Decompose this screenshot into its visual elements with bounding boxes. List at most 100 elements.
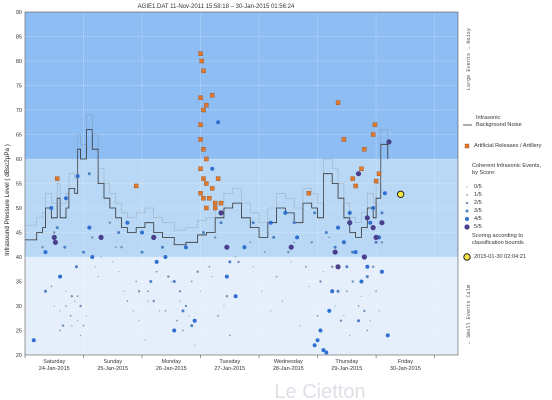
y-tick-label: 75 xyxy=(16,84,22,90)
y-tick-label: 65 xyxy=(16,133,22,139)
point-score xyxy=(70,295,74,298)
point-score xyxy=(170,280,172,283)
point-score xyxy=(339,319,343,322)
point-score xyxy=(152,299,155,303)
point-score xyxy=(58,274,63,279)
point-artillery xyxy=(198,95,203,100)
x-tick-label-day: Tuesday xyxy=(219,359,240,365)
point-score xyxy=(333,245,337,249)
point-score xyxy=(79,334,82,336)
point-score xyxy=(51,234,57,240)
y-tick-label: 35 xyxy=(16,280,22,286)
point-score xyxy=(334,305,336,307)
y-tick-label: 40 xyxy=(16,255,22,261)
point-score xyxy=(126,300,129,302)
point-score xyxy=(330,265,334,268)
point-score xyxy=(71,325,73,327)
point-artillery xyxy=(210,93,215,98)
point-score xyxy=(161,245,165,249)
point-artillery xyxy=(198,122,203,127)
point-score xyxy=(318,328,323,333)
point-artillery xyxy=(306,191,311,196)
x-tick-label-day: Thursday xyxy=(335,359,358,365)
point-score xyxy=(149,280,153,283)
point-artillery xyxy=(350,176,355,181)
point-score xyxy=(357,305,360,307)
point-score xyxy=(351,250,355,254)
point-score xyxy=(74,265,78,269)
point-score xyxy=(77,320,79,322)
x-tick-label-day: Monday xyxy=(161,359,181,365)
point-score xyxy=(264,251,266,254)
point-score xyxy=(365,275,369,279)
x-tick-label-day: Wednesday xyxy=(274,359,303,365)
point-score xyxy=(167,275,170,278)
point-score xyxy=(224,274,229,279)
plot-frame xyxy=(24,11,459,356)
point-score xyxy=(98,234,104,240)
point-score xyxy=(61,324,65,327)
legend-score-0-swatch xyxy=(466,186,468,188)
point-score xyxy=(275,275,278,278)
point-score xyxy=(75,174,80,179)
point-score xyxy=(218,210,224,216)
point-score xyxy=(123,290,126,292)
legend-noise-label: Infrasonic Background Noise xyxy=(476,115,522,128)
point-score xyxy=(74,300,76,302)
point-score xyxy=(371,265,375,268)
point-score xyxy=(210,166,215,171)
x-tick-label-date: 25-Jan-2015 xyxy=(97,366,128,372)
y-tick-label: 90 xyxy=(16,10,22,16)
series-line-background-noise xyxy=(25,129,389,246)
point-score xyxy=(283,210,288,215)
point-artillery xyxy=(335,100,341,105)
point-score xyxy=(201,231,205,234)
x-tick-label-date: 28-Jan-2015 xyxy=(273,366,304,372)
point-score xyxy=(59,310,61,312)
legend-highlight-swatch xyxy=(463,253,471,261)
point-score xyxy=(69,314,72,317)
point-score xyxy=(97,276,99,278)
point-score xyxy=(374,240,378,244)
chart-title: AGIE1.DAT 11-Nov-2011 15:58:18 – 30-Jan-… xyxy=(138,4,295,10)
point-score xyxy=(341,240,346,245)
point-score xyxy=(213,236,217,239)
point-score xyxy=(140,230,145,235)
highlight-marker xyxy=(396,190,405,198)
point-score xyxy=(100,256,102,258)
point-score xyxy=(65,290,67,292)
point-score xyxy=(117,231,121,234)
point-score xyxy=(351,280,354,283)
point-score xyxy=(366,329,369,332)
point-score xyxy=(172,280,176,283)
point-score xyxy=(192,318,197,323)
point-score xyxy=(327,308,332,313)
point-score xyxy=(146,290,149,293)
point-artillery xyxy=(204,102,209,108)
point-score xyxy=(272,235,276,239)
point-score xyxy=(194,344,196,346)
point-score xyxy=(144,339,146,341)
point-artillery xyxy=(198,166,203,172)
point-score xyxy=(50,285,53,288)
point-score xyxy=(90,255,95,259)
point-score xyxy=(223,305,225,307)
point-score xyxy=(299,325,301,327)
point-score xyxy=(176,319,179,322)
point-artillery xyxy=(370,132,376,137)
plot-area: 20 25 30 35 40 45 50 55 60 65 70 75 80 85 90 Saturday24… xyxy=(16,10,459,372)
point-score xyxy=(251,221,255,225)
point-score xyxy=(154,259,159,264)
point-score xyxy=(249,241,252,244)
point-score xyxy=(53,231,56,234)
point-score xyxy=(211,276,213,278)
point-score xyxy=(182,329,184,332)
legend-score-5-swatch xyxy=(464,224,470,230)
y-tick-label: 50 xyxy=(16,206,22,212)
point-score xyxy=(268,220,273,225)
point-score xyxy=(184,304,188,308)
point-score xyxy=(82,324,85,327)
legend-artillery-swatch xyxy=(464,143,470,149)
point-artillery xyxy=(353,183,358,189)
x-tick-label-date: 30-Jan-2015 xyxy=(390,366,421,372)
